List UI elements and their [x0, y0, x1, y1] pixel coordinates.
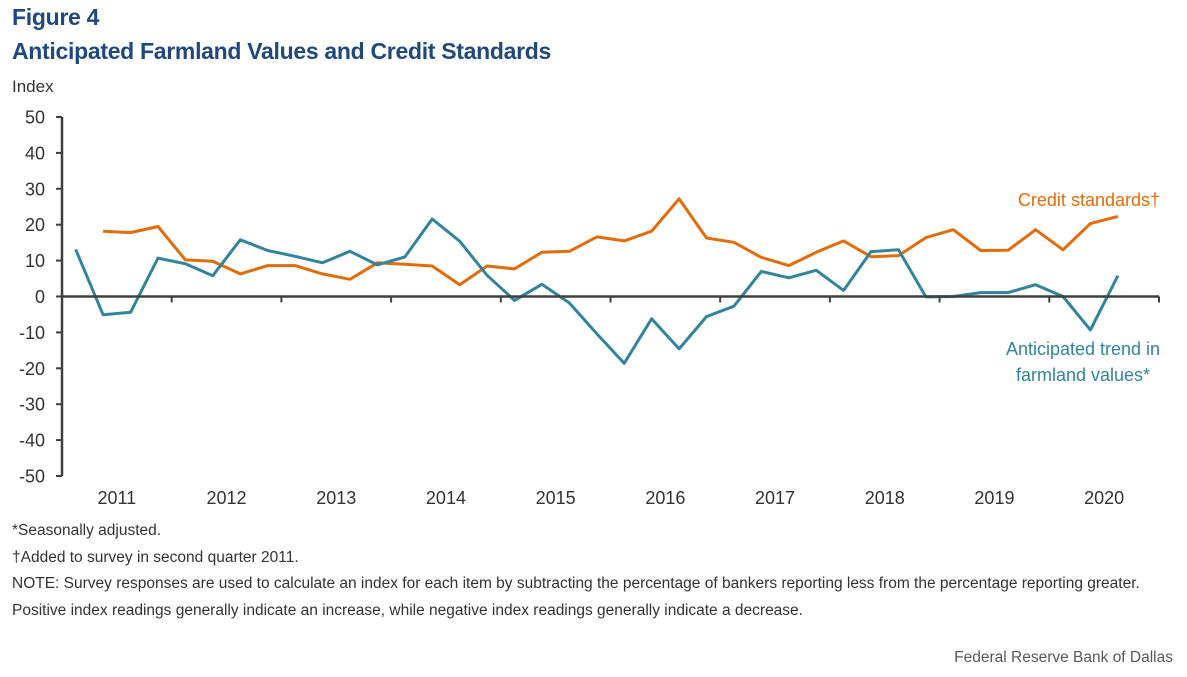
y-tick-label: -50 — [19, 467, 45, 487]
y-tick-label: 20 — [25, 215, 45, 235]
x-tick-label: 2020 — [1084, 488, 1124, 508]
series-line-farmland-values — [74, 217, 1120, 365]
footnote-seasonally-adjusted: *Seasonally adjusted. — [12, 522, 162, 539]
series-lines — [74, 197, 1120, 365]
y-tick-label: -30 — [19, 395, 45, 415]
x-tick-label: 2011 — [97, 488, 136, 508]
x-tick-label: 2013 — [316, 488, 356, 508]
series-label-credit-standards: Credit standards† — [1018, 190, 1160, 210]
x-tick-label: 2016 — [645, 488, 685, 508]
y-tick-label: -40 — [19, 431, 45, 451]
footnotes: *Seasonally adjusted. †Added to survey i… — [12, 518, 1172, 624]
x-axis-ticks: 2011 2012 2013 2014 2015 2016 2017 2018 2019 2020 — [97, 296, 1160, 508]
y-tick-label: 50 — [25, 108, 45, 128]
y-tick-label: 30 — [25, 179, 45, 199]
footnote-added-to-survey: †Added to survey in second quarter 2011. — [12, 548, 299, 566]
series-label-farmland-values-line1: Anticipated trend in — [1006, 339, 1160, 359]
x-tick-label: 2017 — [755, 488, 795, 508]
footnote-method-note: NOTE: Survey responses are used to calcu… — [12, 575, 1140, 619]
y-tick-label: 40 — [25, 143, 45, 163]
x-tick-label: 2012 — [207, 488, 247, 508]
y-tick-label: -20 — [19, 359, 45, 379]
x-tick-label: 2019 — [974, 488, 1014, 508]
y-axis-unit-label: Index — [12, 77, 54, 96]
figure-label: Figure 4 — [12, 4, 100, 30]
x-tick-label: 2015 — [536, 488, 576, 508]
series-label-farmland-values-line2: farmland values* — [1016, 365, 1150, 385]
chart-title: Anticipated Farmland Values and Credit S… — [12, 38, 552, 64]
source-credit: Federal Reserve Bank of Dallas — [954, 649, 1173, 666]
y-tick-label: -10 — [19, 323, 45, 343]
y-tick-label: 0 — [35, 287, 45, 307]
y-axis-ticks: 50 40 30 20 10 0 -10 -20 -30 -40 -50 — [19, 108, 62, 487]
x-tick-label: 2014 — [426, 488, 466, 508]
series-line-credit-standards — [103, 197, 1119, 287]
y-tick-label: 10 — [25, 251, 45, 271]
x-tick-label: 2018 — [865, 488, 905, 508]
